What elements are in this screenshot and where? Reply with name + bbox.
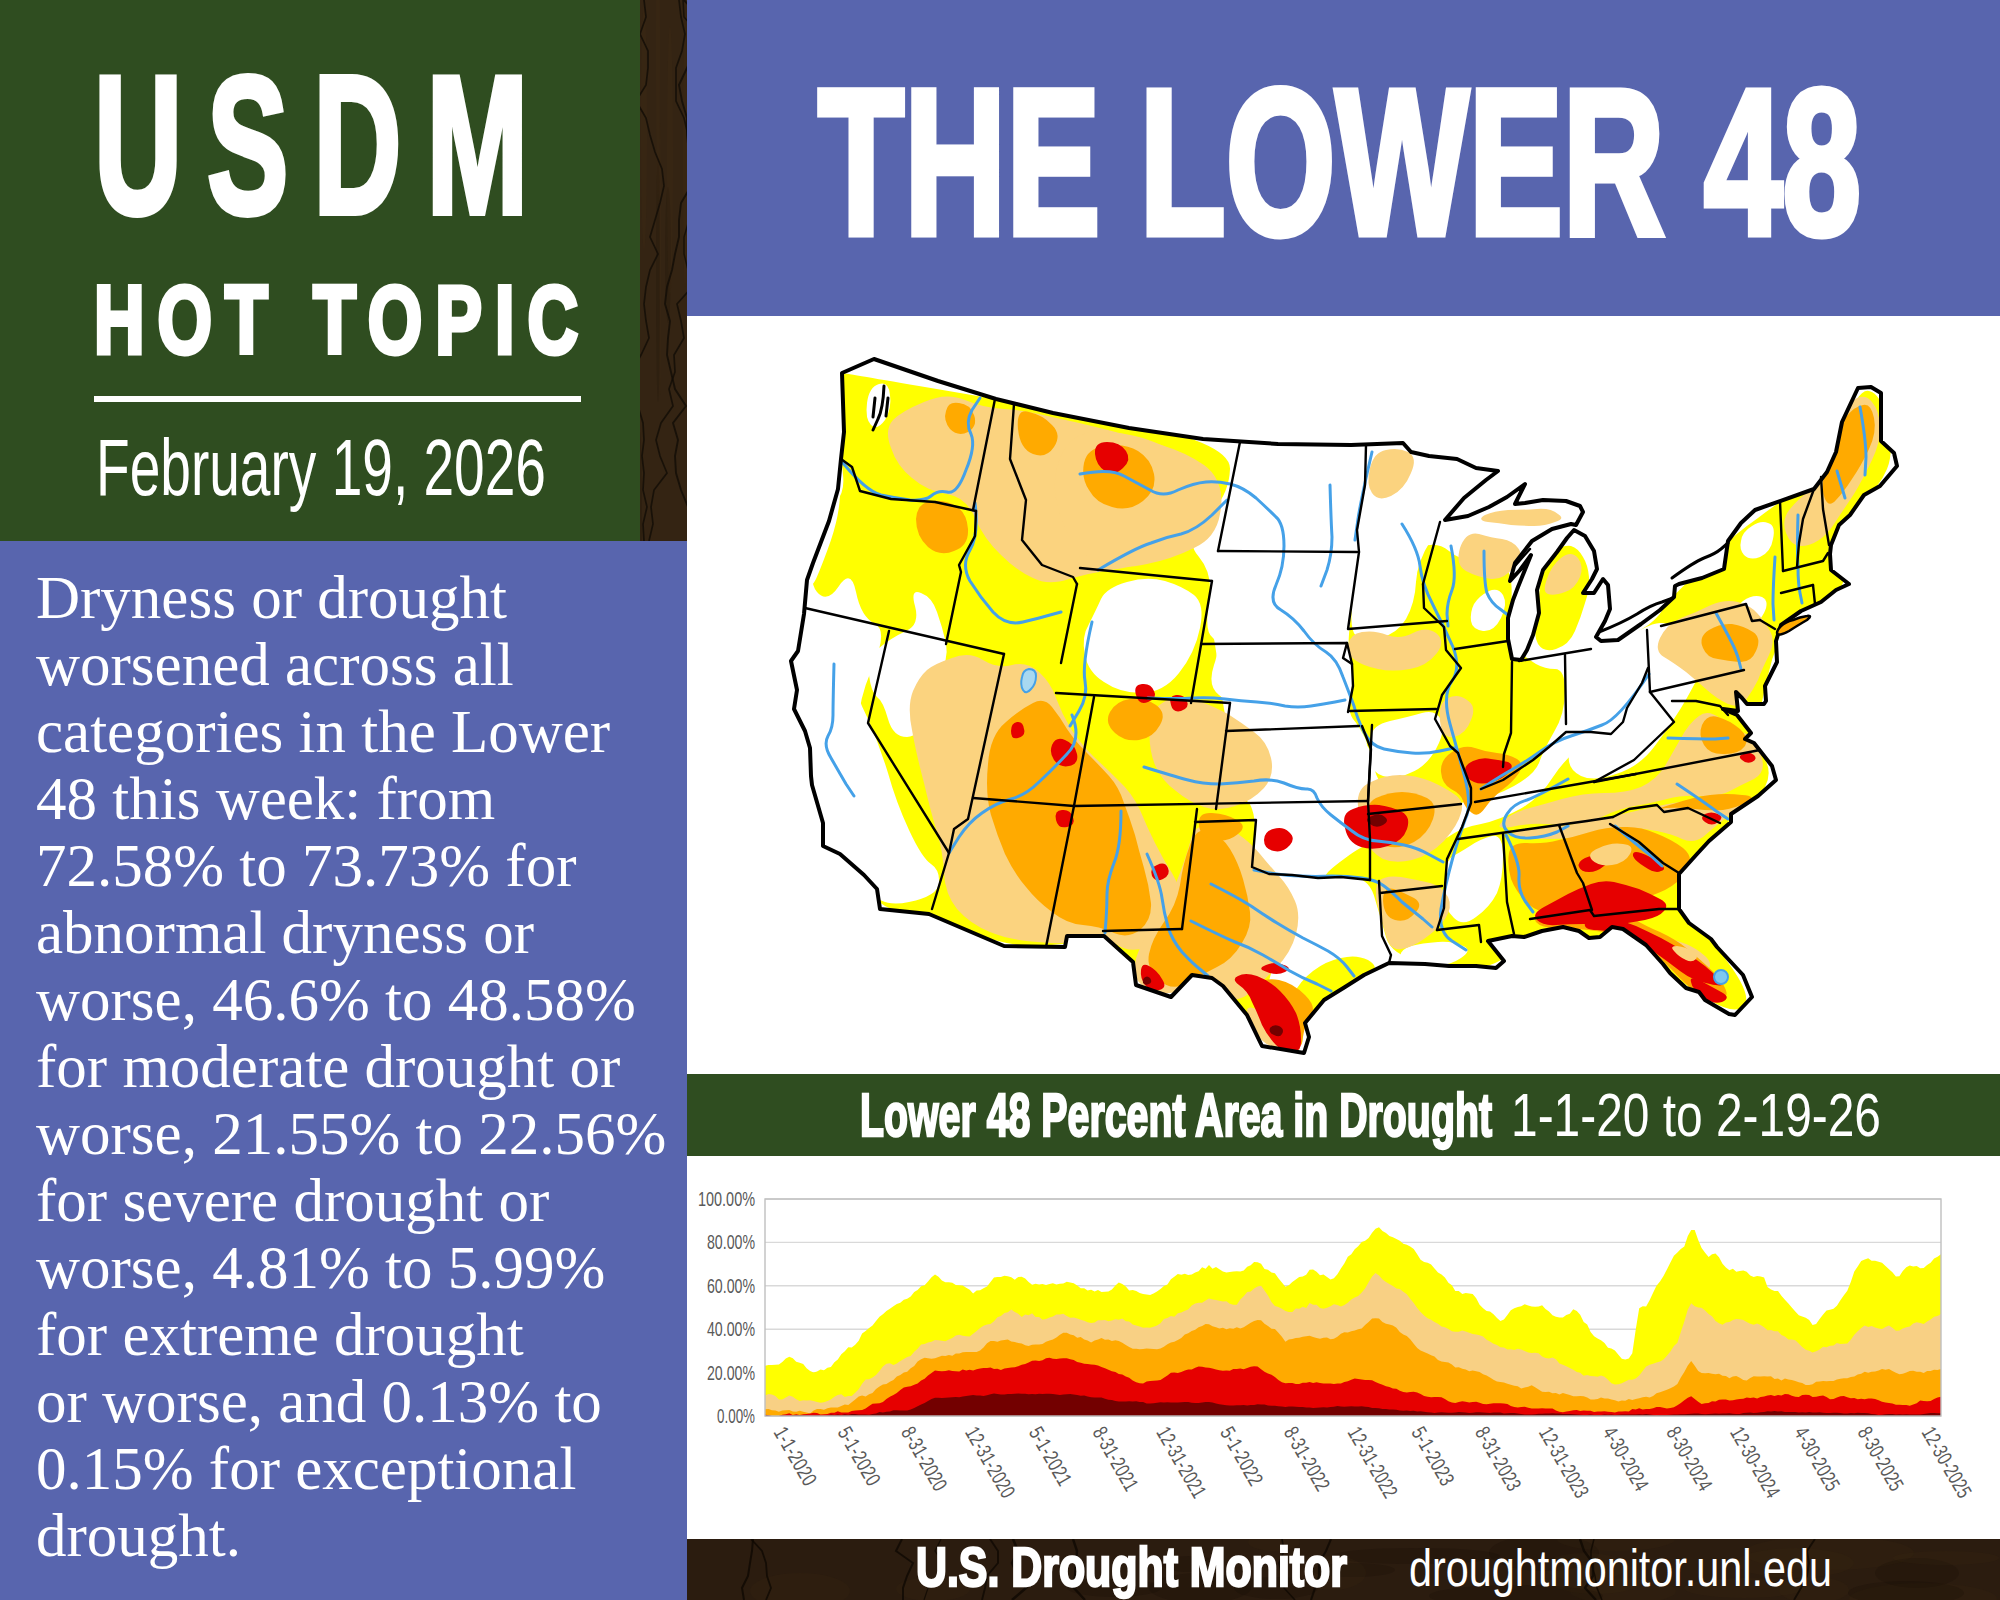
svg-text:8-30-2025: 8-30-2025 bbox=[1854, 1423, 1909, 1495]
svg-text:4-30-2024: 4-30-2024 bbox=[1599, 1423, 1654, 1495]
svg-text:5-1-2023: 5-1-2023 bbox=[1407, 1423, 1459, 1490]
svg-text:Dryness or drought: Dryness or drought bbox=[36, 564, 507, 631]
svg-text:Lower 48 Percent Area in Droug: Lower 48 Percent Area in Drought bbox=[860, 1080, 1492, 1149]
svg-text:5-1-2022: 5-1-2022 bbox=[1216, 1423, 1268, 1490]
svg-text:categories in the Lower: categories in the Lower bbox=[36, 698, 610, 765]
svg-text:for moderate drought or: for moderate drought or bbox=[36, 1033, 620, 1100]
svg-text:100.00%: 100.00% bbox=[698, 1187, 755, 1210]
svg-text:for severe drought or: for severe drought or bbox=[36, 1167, 549, 1234]
svg-text:60.00%: 60.00% bbox=[707, 1274, 755, 1297]
svg-text:12-31-2020: 12-31-2020 bbox=[961, 1423, 1020, 1502]
svg-text:worse, 46.6% to 48.58%: worse, 46.6% to 48.58% bbox=[36, 966, 636, 1033]
svg-text:abnormal dryness or: abnormal dryness or bbox=[36, 899, 534, 966]
svg-text:February 19, 2026: February 19, 2026 bbox=[96, 423, 546, 512]
svg-text:U.S. Drought Monitor: U.S. Drought Monitor bbox=[916, 1536, 1347, 1598]
svg-text:0.15% for exceptional: 0.15% for exceptional bbox=[36, 1435, 576, 1502]
svg-text:for extreme drought: for extreme drought bbox=[36, 1301, 524, 1368]
svg-text:40.00%: 40.00% bbox=[707, 1317, 755, 1340]
svg-text:8-31-2020: 8-31-2020 bbox=[897, 1423, 952, 1495]
svg-text:USDM: USDM bbox=[94, 35, 553, 255]
svg-text:0.00%: 0.00% bbox=[717, 1404, 755, 1427]
svg-text:drought.: drought. bbox=[36, 1502, 241, 1569]
svg-text:or worse, and 0.13% to: or worse, and 0.13% to bbox=[36, 1368, 602, 1435]
svg-text:droughtmonitor.unl.edu: droughtmonitor.unl.edu bbox=[1409, 1539, 1832, 1597]
svg-text:8-30-2024: 8-30-2024 bbox=[1662, 1423, 1717, 1495]
svg-text:8-31-2023: 8-31-2023 bbox=[1471, 1423, 1526, 1495]
svg-text:5-1-2021: 5-1-2021 bbox=[1025, 1423, 1077, 1490]
svg-text:80.00%: 80.00% bbox=[707, 1230, 755, 1253]
svg-text:8-31-2022: 8-31-2022 bbox=[1280, 1423, 1335, 1495]
svg-text:12-31-2021: 12-31-2021 bbox=[1152, 1423, 1211, 1502]
svg-text:12-31-2023: 12-31-2023 bbox=[1535, 1423, 1594, 1502]
svg-text:THE LOWER 48: THE LOWER 48 bbox=[818, 47, 1861, 278]
svg-text:48 this week: from: 48 this week: from bbox=[36, 765, 495, 832]
svg-text:worse, 21.55% to 22.56%: worse, 21.55% to 22.56% bbox=[36, 1100, 666, 1167]
svg-text:worsened across all: worsened across all bbox=[36, 631, 514, 698]
svg-text:HOT TOPIC: HOT TOPIC bbox=[94, 265, 591, 374]
svg-text:72.58% to 73.73% for: 72.58% to 73.73% for bbox=[36, 832, 576, 899]
svg-text:12-30-2025: 12-30-2025 bbox=[1917, 1423, 1976, 1502]
svg-text:5-1-2020: 5-1-2020 bbox=[833, 1423, 885, 1490]
svg-text:8-31-2021: 8-31-2021 bbox=[1088, 1423, 1143, 1495]
svg-text:12-31-2022: 12-31-2022 bbox=[1344, 1423, 1403, 1502]
svg-text:4-30-2025: 4-30-2025 bbox=[1790, 1423, 1845, 1495]
svg-text:1-1-2020: 1-1-2020 bbox=[770, 1423, 822, 1490]
svg-text:1-1-20 to 2-19-26: 1-1-20 to 2-19-26 bbox=[1511, 1080, 1881, 1149]
svg-text:worse, 4.81% to 5.99%: worse, 4.81% to 5.99% bbox=[36, 1234, 605, 1301]
svg-text:12-30-2024: 12-30-2024 bbox=[1726, 1423, 1785, 1502]
svg-text:20.00%: 20.00% bbox=[707, 1361, 755, 1384]
